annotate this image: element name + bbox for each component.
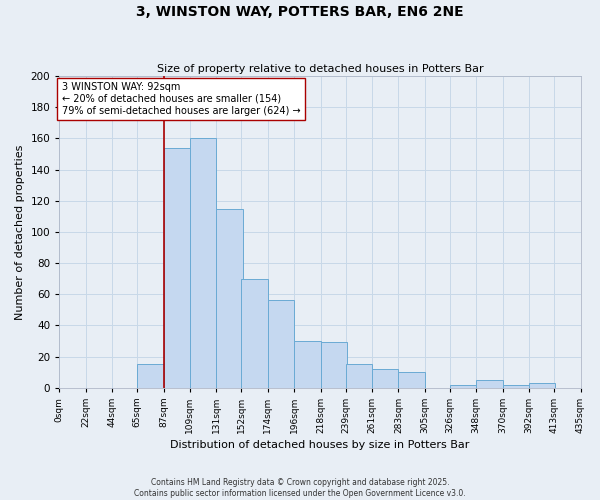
- Bar: [241, 278, 268, 388]
- Bar: [450, 384, 476, 388]
- Text: 3 WINSTON WAY: 92sqm
← 20% of detached houses are smaller (154)
79% of semi-deta: 3 WINSTON WAY: 92sqm ← 20% of detached h…: [62, 82, 301, 116]
- X-axis label: Distribution of detached houses by size in Potters Bar: Distribution of detached houses by size …: [170, 440, 470, 450]
- Bar: [216, 208, 242, 388]
- Bar: [190, 138, 216, 388]
- Y-axis label: Number of detached properties: Number of detached properties: [15, 144, 25, 320]
- Bar: [476, 380, 503, 388]
- Bar: [320, 342, 347, 388]
- Bar: [398, 372, 425, 388]
- Bar: [503, 384, 529, 388]
- Bar: [137, 364, 164, 388]
- Text: 3, WINSTON WAY, POTTERS BAR, EN6 2NE: 3, WINSTON WAY, POTTERS BAR, EN6 2NE: [136, 5, 464, 19]
- Bar: [294, 341, 320, 388]
- Bar: [346, 364, 372, 388]
- Bar: [268, 300, 294, 388]
- Title: Size of property relative to detached houses in Potters Bar: Size of property relative to detached ho…: [157, 64, 483, 74]
- Text: Contains HM Land Registry data © Crown copyright and database right 2025.
Contai: Contains HM Land Registry data © Crown c…: [134, 478, 466, 498]
- Bar: [529, 383, 556, 388]
- Bar: [164, 148, 190, 388]
- Bar: [372, 369, 398, 388]
